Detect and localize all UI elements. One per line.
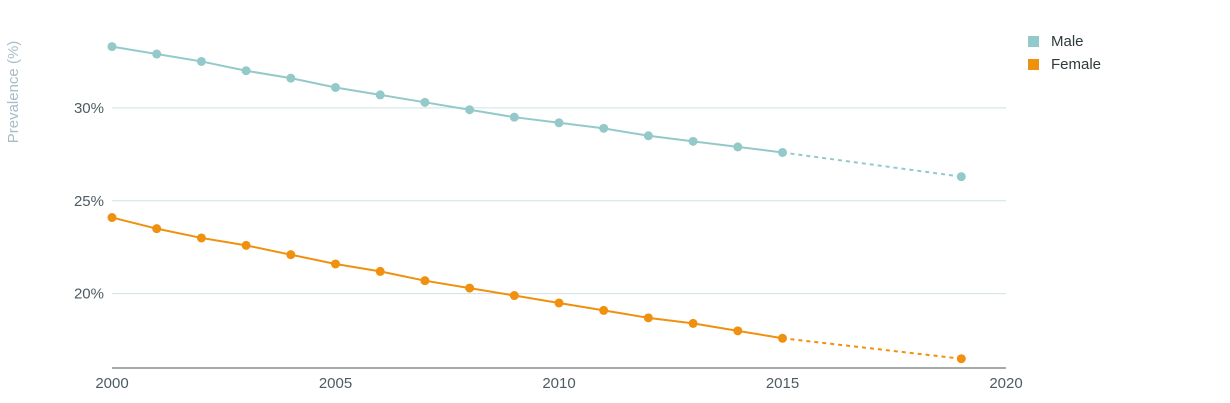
y-tick-label: 20% (74, 286, 104, 303)
tick-labels: 20% 25% 30% 2000 2005 2010 2015 2020 (74, 100, 1023, 392)
gridlines (112, 107, 1006, 295)
male-point[interactable] (554, 118, 564, 128)
female-point[interactable] (599, 305, 609, 315)
y-axis-title: Prevalence (%) (5, 41, 22, 144)
male-point[interactable] (375, 90, 385, 100)
male-point[interactable] (286, 73, 296, 83)
female-point[interactable] (241, 240, 251, 250)
female-point[interactable] (554, 298, 564, 308)
y-tick-label: 25% (74, 193, 104, 210)
series-layer (107, 42, 966, 364)
female-point[interactable] (196, 233, 206, 243)
male-projected-point[interactable] (956, 172, 966, 182)
male-point[interactable] (778, 147, 787, 157)
male-swatch-icon (1028, 36, 1039, 47)
male-projection-line (782, 151, 962, 178)
female-line (111, 216, 783, 340)
female-point[interactable] (509, 291, 519, 301)
legend-item-male[interactable]: Male (1028, 30, 1101, 53)
legend-item-female[interactable]: Female (1028, 53, 1101, 76)
legend-label-female: Female (1051, 56, 1102, 73)
female-point[interactable] (375, 266, 385, 276)
male-point[interactable] (196, 56, 206, 66)
male-point[interactable] (420, 97, 430, 107)
x-tick-label: 2015 (766, 375, 799, 392)
legend: Male Female (1028, 30, 1101, 76)
x-tick-label: 2010 (542, 375, 575, 392)
female-point[interactable] (465, 283, 475, 293)
x-tick-label: 2000 (95, 375, 128, 392)
female-point[interactable] (688, 318, 698, 328)
female-point[interactable] (152, 224, 162, 234)
female-point[interactable] (643, 313, 653, 323)
female-swatch-icon (1028, 59, 1039, 70)
legend-label-male: Male (1051, 33, 1084, 50)
x-tick-label: 2005 (319, 375, 352, 392)
female-point[interactable] (733, 326, 743, 336)
male-line (111, 45, 783, 154)
female-projected-point[interactable] (956, 354, 966, 364)
male-point[interactable] (643, 131, 653, 141)
series-male (107, 42, 966, 182)
male-point[interactable] (599, 123, 609, 133)
x-tick-label: 2020 (989, 375, 1022, 392)
female-point[interactable] (286, 250, 296, 260)
y-tick-label: 30% (74, 100, 104, 117)
female-projection-line (782, 337, 962, 360)
male-point[interactable] (107, 42, 117, 52)
series-female (107, 213, 966, 364)
female-point[interactable] (331, 259, 340, 269)
male-point[interactable] (331, 82, 340, 92)
male-point[interactable] (688, 136, 698, 146)
male-point[interactable] (241, 66, 251, 76)
male-point[interactable] (509, 112, 519, 122)
female-point[interactable] (420, 276, 430, 286)
male-point[interactable] (465, 105, 475, 115)
male-point[interactable] (152, 49, 162, 59)
female-point[interactable] (107, 213, 117, 223)
female-point[interactable] (778, 333, 787, 343)
male-point[interactable] (733, 142, 743, 152)
